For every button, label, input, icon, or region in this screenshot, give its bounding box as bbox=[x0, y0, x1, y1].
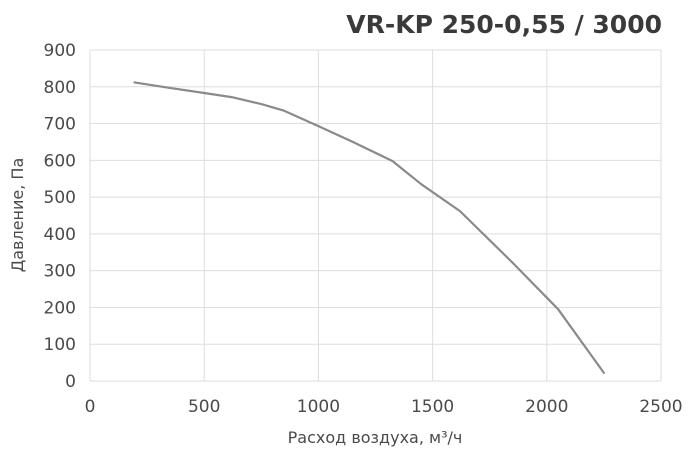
y-tick-label: 800 bbox=[44, 78, 76, 98]
y-tick-label: 900 bbox=[44, 41, 76, 61]
chart-title: VR-KP 250-0,55 / 3000 bbox=[346, 10, 662, 39]
y-tick-label: 100 bbox=[44, 335, 76, 355]
y-tick-label: 700 bbox=[44, 115, 76, 135]
grid bbox=[89, 49, 662, 382]
y-axis-label: Давление, Па bbox=[8, 158, 27, 273]
x-tick-labels: 0 500 1000 1500 2000 2500 bbox=[85, 397, 683, 417]
y-tick-label: 300 bbox=[44, 262, 76, 282]
y-tick-label: 400 bbox=[44, 225, 76, 245]
y-tick-label: 600 bbox=[44, 151, 76, 171]
series-layer bbox=[133, 81, 606, 374]
y-tick-labels: 0 100 200 300 400 500 600 700 800 900 bbox=[44, 41, 76, 392]
x-tick-label: 500 bbox=[188, 397, 220, 417]
y-tick-label: 0 bbox=[65, 372, 76, 392]
series-line bbox=[133, 81, 606, 374]
y-tick-label: 500 bbox=[44, 188, 76, 208]
x-tick-label: 1000 bbox=[297, 397, 340, 417]
x-tick-label: 0 bbox=[85, 397, 96, 417]
x-tick-label: 1500 bbox=[411, 397, 454, 417]
y-tick-label: 200 bbox=[44, 298, 76, 318]
x-tick-label: 2500 bbox=[639, 397, 682, 417]
x-axis-label: Расход воздуха, м³/ч bbox=[288, 428, 463, 447]
x-tick-label: 2000 bbox=[525, 397, 568, 417]
